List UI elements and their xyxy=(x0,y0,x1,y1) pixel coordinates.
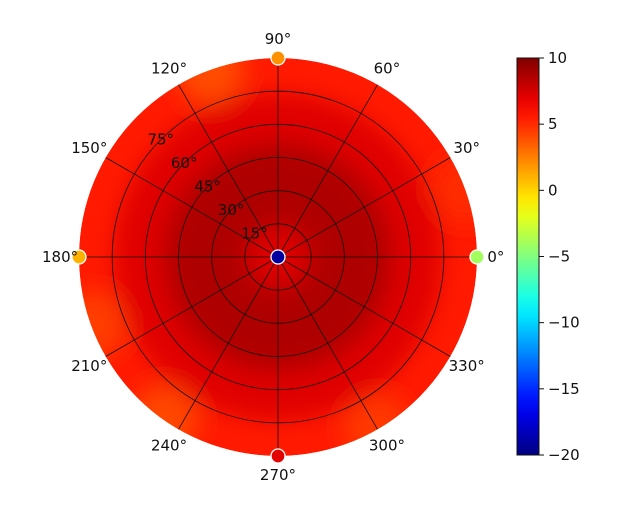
sample-point xyxy=(270,448,286,464)
angular-gridline xyxy=(277,157,451,258)
colorbar-tick-label: 10 xyxy=(548,49,567,67)
angular-gridline xyxy=(277,84,378,258)
radial-tick-labels: 15° 30° 45° 60° 75° xyxy=(147,131,267,243)
angular-gridline xyxy=(105,256,279,357)
colorbar-ticks: 10 5 0 −5 −10 −15 −20 xyxy=(539,49,580,464)
angular-gridline xyxy=(178,256,279,430)
angular-gridline xyxy=(105,157,279,258)
angular-gridline xyxy=(178,84,279,258)
angular-gridline xyxy=(277,256,451,357)
radial-tick-label: 45° xyxy=(194,178,221,196)
colorbar-tick-label: 5 xyxy=(548,115,558,133)
radial-tick-label: 15° xyxy=(241,225,268,243)
angle-tick-label: 240° xyxy=(151,437,187,455)
radial-tick-label: 75° xyxy=(147,131,174,149)
angle-tick-label: 330° xyxy=(449,357,485,375)
angle-tick-label: 60° xyxy=(374,59,401,77)
angle-tick-label: 270° xyxy=(260,466,296,484)
angle-tick-label: 300° xyxy=(369,437,405,455)
colorbar-tick-label: −20 xyxy=(548,446,580,464)
angle-tick-label: 120° xyxy=(151,59,187,77)
rim-patch xyxy=(430,154,477,223)
radial-tick-label: 30° xyxy=(218,201,245,219)
colorbar: 10 5 0 −5 −10 −15 −20 xyxy=(516,49,580,464)
angle-tick-labels: 0° 30° 60° 90° 120° 150° 180° 210° 240° 270° 300° 3… xyxy=(42,30,504,484)
angle-tick-label: 90° xyxy=(265,30,292,48)
colorbar-tick-label: −10 xyxy=(548,314,580,332)
angular-gridline xyxy=(277,256,378,430)
sample-point xyxy=(270,50,286,66)
sample-points xyxy=(71,50,485,464)
angle-tick-label: 150° xyxy=(71,139,107,157)
angle-tick-label: 0° xyxy=(487,248,504,266)
colorbar-tick-label: −5 xyxy=(548,248,570,266)
sample-point xyxy=(270,249,286,265)
angle-tick-label: 210° xyxy=(71,357,107,375)
colorbar-gradient xyxy=(517,58,539,455)
angle-tick-label: 30° xyxy=(453,139,480,157)
sample-point xyxy=(71,249,87,265)
colorbar-tick-label: −15 xyxy=(548,380,580,398)
colorbar-tick-label: 0 xyxy=(548,181,558,199)
polar-grid xyxy=(79,58,477,456)
sample-point xyxy=(469,249,485,265)
radial-tick-label: 60° xyxy=(171,154,198,172)
angle-tick-label: 180° xyxy=(42,248,78,266)
rim-patch xyxy=(79,291,126,360)
